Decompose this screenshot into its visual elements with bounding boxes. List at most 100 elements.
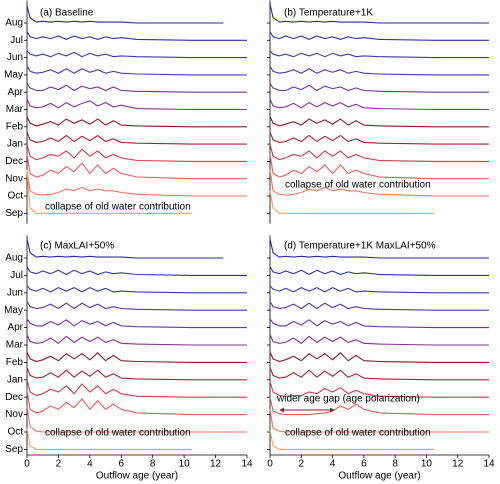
series-line (269, 351, 489, 363)
y-tick-label: Jan (7, 374, 23, 385)
series-line (269, 190, 435, 214)
series-line (269, 266, 489, 276)
y-tick-label: Aug (5, 253, 23, 264)
series-line (26, 116, 247, 128)
x-tick-label: 8 (150, 459, 156, 470)
y-tick-label: Jun (7, 52, 23, 63)
series-line (269, 238, 489, 259)
series-line (269, 143, 489, 162)
series-line (26, 405, 247, 433)
y-tick-label: Jul (10, 270, 23, 281)
panel-title: (d) Temperature+1K MaxLAI+50% (284, 241, 436, 252)
series-line (269, 381, 489, 398)
series-line (26, 170, 192, 214)
x-tick-label: 0 (267, 459, 273, 470)
series-line (26, 379, 247, 398)
x-tick-label: 6 (119, 459, 125, 470)
x-tick-label: 10 (179, 459, 191, 470)
y-tick-label: Mar (6, 340, 24, 351)
y-tick-label: Jan (7, 139, 23, 150)
series-line (26, 318, 247, 329)
y-tick-label: Jul (10, 35, 23, 46)
series-line (26, 367, 247, 381)
y-tick-label: May (4, 305, 23, 316)
y-tick-label: Nov (5, 173, 23, 184)
y-tick-label: Feb (6, 357, 24, 368)
x-tick-label: 14 (483, 459, 495, 470)
y-tick-label: Nov (5, 409, 23, 420)
y-tick-label: Feb (6, 121, 24, 132)
series-line (26, 31, 247, 41)
series-line (269, 98, 489, 111)
series-line (269, 367, 489, 381)
x-tick-label: 4 (330, 459, 336, 470)
y-tick-label: Oct (7, 191, 23, 202)
series-line (269, 3, 489, 24)
series-line (269, 31, 489, 41)
series-line (26, 143, 247, 162)
x-tick-label: 12 (210, 459, 222, 470)
series-line (26, 98, 247, 111)
series-line (26, 238, 224, 259)
series-line (269, 318, 489, 329)
y-tick-label: Mar (6, 104, 24, 115)
series-line (269, 285, 489, 294)
y-tick-label: Sep (5, 444, 23, 455)
series-line (26, 285, 247, 294)
series-line (269, 170, 489, 197)
series-line (26, 301, 247, 311)
series-line (269, 66, 489, 76)
x-tick-label: 14 (241, 459, 253, 470)
series-line (269, 154, 489, 180)
x-tick-label: 6 (361, 459, 367, 470)
series-line (26, 83, 247, 93)
annotation: collapse of old water contribution (45, 428, 191, 439)
x-tick-label: 0 (24, 459, 30, 470)
series-line (26, 428, 192, 450)
series-line (269, 131, 489, 145)
y-tick-label: Apr (7, 87, 23, 98)
series-line (269, 409, 489, 433)
series-line (26, 154, 247, 180)
y-tick-label: Dec (5, 392, 23, 403)
series-line (269, 430, 435, 450)
series-line (26, 66, 247, 76)
x-axis-label: Outflow age (year) (338, 471, 420, 482)
annotation: collapse of old water contribution (45, 202, 191, 213)
x-axis-label: Outflow age (year) (96, 471, 178, 482)
panel-title: (b) Temperature+1K (284, 8, 373, 19)
x-tick-label: 8 (392, 459, 398, 470)
x-tick-label: 12 (452, 459, 464, 470)
series-line (269, 334, 489, 346)
series-line (26, 390, 247, 416)
y-tick-label: Apr (7, 322, 23, 333)
y-tick-label: Aug (5, 18, 23, 29)
y-tick-label: Jun (7, 287, 23, 298)
x-tick-label: 2 (299, 459, 305, 470)
panel-title: (c) MaxLAI+50% (40, 241, 114, 252)
series-line (269, 50, 489, 59)
series-line (269, 116, 489, 128)
series-line (26, 266, 247, 276)
series-line (269, 83, 489, 93)
y-tick-label: May (4, 70, 23, 81)
series-line (26, 5, 224, 24)
series-line (26, 334, 247, 346)
annotation: wider age gap (age polarization) (276, 394, 420, 405)
series-line (269, 301, 489, 311)
x-tick-label: 4 (87, 459, 93, 470)
series-line (26, 351, 247, 363)
y-tick-label: Dec (5, 156, 23, 167)
x-tick-label: 2 (56, 459, 62, 470)
series-line (26, 50, 247, 59)
panel-title: (a) Baseline (40, 8, 94, 19)
series-line (26, 170, 247, 197)
annotation: collapse of old water contribution (285, 180, 431, 191)
x-tick-label: 10 (421, 459, 433, 470)
y-tick-label: Sep (5, 208, 23, 219)
annotation: collapse of old water contribution (285, 428, 431, 439)
y-tick-label: Oct (7, 427, 23, 438)
series-line (26, 131, 247, 145)
